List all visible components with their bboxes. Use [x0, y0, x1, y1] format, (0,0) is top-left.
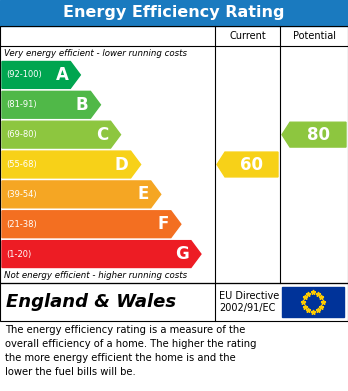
- Polygon shape: [2, 151, 141, 178]
- Text: Potential: Potential: [293, 31, 335, 41]
- Text: Current: Current: [229, 31, 266, 41]
- Text: The energy efficiency rating is a measure of the
overall efficiency of a home. T: The energy efficiency rating is a measur…: [5, 325, 256, 377]
- Polygon shape: [2, 181, 161, 208]
- Polygon shape: [2, 91, 101, 118]
- Polygon shape: [2, 61, 80, 88]
- Text: G: G: [175, 245, 189, 263]
- Text: 80: 80: [307, 126, 330, 143]
- Text: Not energy efficient - higher running costs: Not energy efficient - higher running co…: [4, 271, 187, 280]
- Text: D: D: [115, 156, 129, 174]
- Text: A: A: [55, 66, 68, 84]
- Text: (1-20): (1-20): [6, 249, 31, 258]
- Text: EU Directive: EU Directive: [219, 291, 279, 301]
- Text: (39-54): (39-54): [6, 190, 37, 199]
- Bar: [282, 287, 344, 317]
- Text: (55-68): (55-68): [6, 160, 37, 169]
- Text: (81-91): (81-91): [6, 100, 37, 109]
- Text: Very energy efficient - lower running costs: Very energy efficient - lower running co…: [4, 48, 187, 57]
- Text: Energy Efficiency Rating: Energy Efficiency Rating: [63, 5, 285, 20]
- Text: England & Wales: England & Wales: [6, 293, 176, 311]
- Text: E: E: [137, 185, 149, 203]
- Text: 60: 60: [240, 156, 263, 174]
- Polygon shape: [2, 240, 201, 267]
- Text: C: C: [96, 126, 109, 143]
- Bar: [0, 283, 348, 321]
- Text: B: B: [76, 96, 88, 114]
- Polygon shape: [282, 122, 346, 147]
- Text: (92-100): (92-100): [6, 70, 42, 79]
- Polygon shape: [2, 211, 181, 238]
- Text: (69-80): (69-80): [6, 130, 37, 139]
- Text: F: F: [157, 215, 169, 233]
- Polygon shape: [217, 152, 278, 177]
- Text: (21-38): (21-38): [6, 220, 37, 229]
- Text: 2002/91/EC: 2002/91/EC: [219, 303, 275, 314]
- Polygon shape: [2, 121, 120, 148]
- Bar: [0, 0, 348, 26]
- Bar: [0, 26, 348, 283]
